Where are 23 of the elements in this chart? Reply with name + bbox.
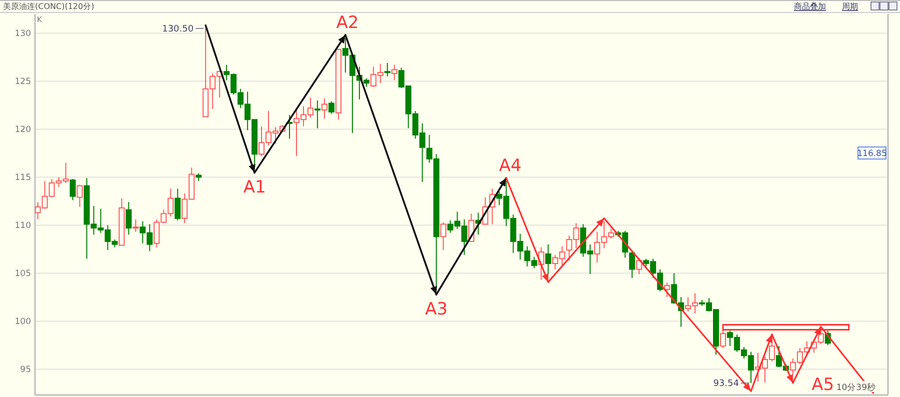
annotation: A4: [499, 156, 522, 176]
y-tick-label: 120: [14, 125, 31, 136]
annotation: A2: [336, 12, 359, 33]
annotation: A1: [243, 178, 266, 198]
candlestick: [384, 62, 390, 77]
y-tick-label: 130: [14, 29, 31, 40]
annotation: 93.54: [713, 379, 740, 390]
annotation: 130.50: [162, 24, 194, 34]
y-tick-label: 110: [14, 221, 31, 232]
text: 商品叠加: [794, 2, 826, 11]
candlestick: [132, 218, 139, 232]
annotation: A3: [425, 300, 448, 320]
y-tick-label: 95: [20, 365, 31, 376]
text: 周期: [842, 2, 858, 11]
y-tick-label: 115: [14, 173, 31, 184]
annotation: A5: [812, 375, 834, 395]
y-tick-label: 105: [14, 269, 31, 280]
candlestick: [314, 100, 320, 129]
candlestick: [545, 244, 552, 275]
y-tick-label: 125: [14, 77, 31, 88]
chart-title: 美原油连(CONC)(120分): [3, 2, 94, 11]
text: 10分39秒: [836, 382, 876, 393]
y-tick-label: 100: [14, 317, 31, 328]
